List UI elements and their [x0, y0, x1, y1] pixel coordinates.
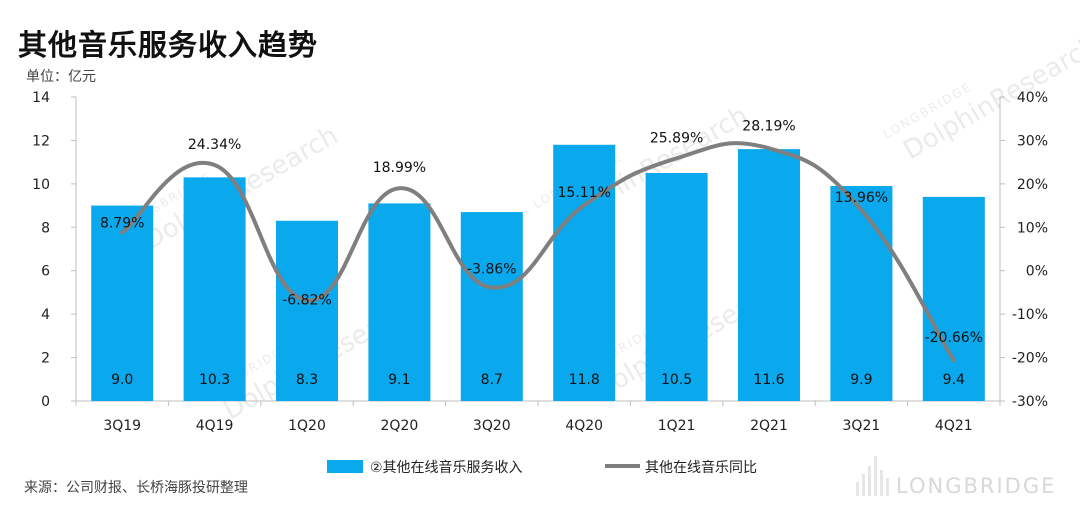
- y-right-tick-label: -20%: [1012, 351, 1048, 367]
- legend-bar-swatch: [327, 460, 363, 473]
- y-right-tick-label: 20%: [1017, 177, 1048, 193]
- bar-value-label: 10.3: [199, 372, 230, 388]
- brand-watermark: LONGBRIDGE: [896, 474, 1057, 498]
- yoy-point: [768, 147, 770, 150]
- yoy-line: [120, 141, 956, 363]
- y-left-tick-label: 2: [41, 351, 50, 367]
- bar: [276, 220, 338, 401]
- legend-line-label: 其他在线音乐同比: [645, 459, 757, 476]
- y-right-tick-label: -30%: [1012, 394, 1048, 410]
- line-value-label: -3.86%: [467, 261, 517, 277]
- yoy-point: [306, 299, 308, 302]
- watermark-text: DolphinResearch: [899, 31, 1080, 167]
- y-left-tick-label: 0: [41, 394, 50, 410]
- line-value-label: 8.79%: [100, 216, 144, 232]
- y-left-tick-label: 8: [41, 220, 50, 236]
- legend-bar-label: ②其他在线音乐服务收入: [370, 459, 523, 476]
- bar: [460, 212, 523, 401]
- bar-value-label: 9.1: [388, 372, 410, 388]
- yoy-point: [952, 359, 955, 362]
- legend: ②其他在线音乐服务收入 其他在线音乐同比: [327, 459, 757, 476]
- bar: [645, 173, 708, 401]
- bar-value-labels: 9.0 10.3 8.3 9.1 8.7 11.8 10.5 11.6 9.9 9.4: [111, 372, 965, 388]
- y-right-tick-label: -10%: [1012, 307, 1048, 323]
- chart-title: 其他音乐服务收入趋势: [18, 28, 319, 62]
- line-value-label: 28.19%: [742, 118, 795, 134]
- y-left-tick-label: 4: [41, 307, 50, 323]
- y-right-tick-label: 0%: [1026, 264, 1048, 280]
- x-tick-label: 3Q21: [843, 418, 881, 434]
- line-value-label: 24.34%: [188, 137, 241, 153]
- bar-value-label: 11.6: [753, 372, 784, 388]
- unit-label: 单位：亿元: [26, 69, 96, 85]
- axes: 0 2 4 6 8 10 12 14 -30% -20% -10% 0% 10% 20% 30% 40% 3Q1…: [32, 90, 1048, 434]
- bar-value-label: 9.9: [850, 372, 872, 388]
- x-tick-label: 4Q19: [196, 418, 234, 434]
- x-tick-label: 2Q21: [750, 418, 788, 434]
- x-tick-label: 2Q20: [381, 418, 419, 434]
- bar: [183, 177, 246, 401]
- bar-value-label: 9.4: [943, 372, 965, 388]
- yoy-point: [121, 231, 124, 234]
- x-tick-label: 4Q20: [565, 418, 603, 434]
- bar-value-label: 11.8: [569, 372, 600, 388]
- bar-value-label: 9.0: [111, 372, 133, 388]
- y-right-tick-label: 10%: [1017, 220, 1048, 236]
- bar: [830, 186, 893, 401]
- x-tick-label: 4Q21: [935, 418, 973, 434]
- line-value-labels: 8.79% 24.34% -6.82% 18.99% -3.86% 15.11% 25.89…: [100, 118, 983, 346]
- bar-series: [91, 144, 985, 401]
- bar: [922, 196, 985, 401]
- yoy-point: [675, 157, 678, 160]
- x-tick-label: 1Q20: [288, 418, 326, 434]
- y-left-tick-label: 10: [32, 177, 50, 193]
- bar-value-label: 8.7: [481, 372, 503, 388]
- y-right-tick-label: 40%: [1017, 90, 1048, 106]
- source-note: 来源：公司财报、长桥海豚投研整理: [24, 480, 248, 496]
- yoy-point: [860, 209, 863, 212]
- bar-value-label: 10.5: [661, 372, 692, 388]
- yoy-point: [213, 164, 216, 167]
- line-value-label: 15.11%: [558, 185, 611, 201]
- y-left-tick-label: 12: [32, 133, 50, 149]
- line-series: [120, 141, 956, 363]
- bar: [91, 205, 154, 401]
- bar: [368, 203, 431, 401]
- line-value-label: 25.89%: [650, 130, 703, 146]
- y-left-tick-label: 14: [32, 90, 50, 106]
- line-value-label: 18.99%: [373, 160, 426, 176]
- bar-value-label: 8.3: [296, 372, 318, 388]
- x-tick-label: 1Q21: [658, 418, 696, 434]
- yoy-point: [583, 204, 586, 207]
- line-value-label: 13.96%: [835, 190, 888, 206]
- bar: [738, 149, 800, 401]
- line-value-label: -20.66%: [925, 330, 983, 346]
- y-right-tick-label: 30%: [1017, 133, 1048, 149]
- x-tick-label: 3Q19: [103, 418, 141, 434]
- bar: [553, 144, 616, 401]
- brand-logo-icon: [856, 452, 892, 496]
- y-left-tick-label: 6: [41, 264, 50, 280]
- x-tick-label: 3Q20: [473, 418, 511, 434]
- yoy-point: [490, 286, 493, 289]
- line-value-label: -6.82%: [282, 292, 332, 308]
- yoy-point: [398, 187, 401, 190]
